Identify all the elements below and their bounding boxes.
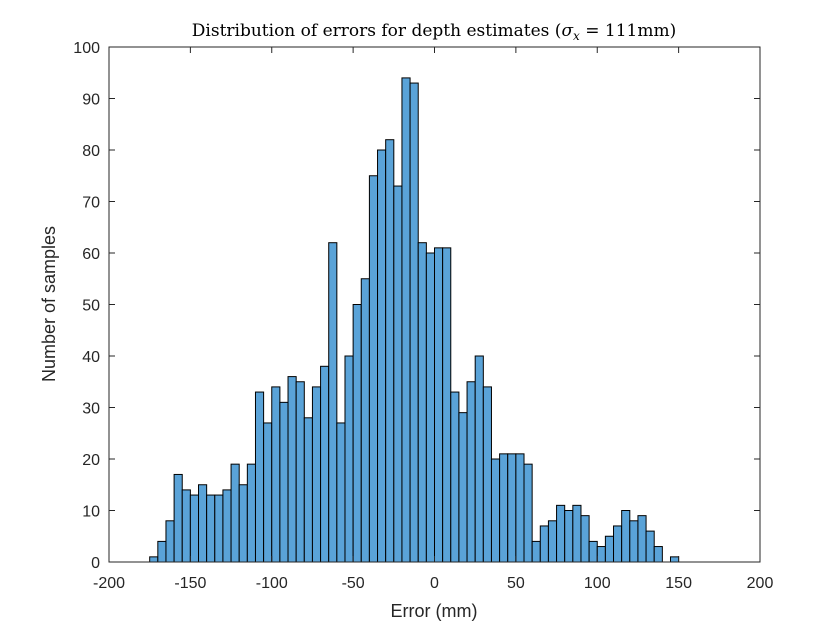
histogram-bar xyxy=(311,386,322,563)
histogram-bar xyxy=(181,489,191,563)
y-tick-label: 0 xyxy=(91,555,100,572)
histogram-bar xyxy=(377,149,387,563)
histogram-bar xyxy=(564,510,574,563)
histogram-bar xyxy=(409,82,419,563)
histogram-bar xyxy=(165,520,175,563)
histogram-bar xyxy=(401,77,411,563)
histogram-bar xyxy=(490,458,501,563)
histogram-bar xyxy=(368,175,379,563)
histogram-bar xyxy=(328,242,338,563)
histogram-bar xyxy=(669,556,680,563)
y-axis: 0 10 20 30 40 50 60 70 80 90 100 xyxy=(73,40,760,572)
histogram-bar xyxy=(596,546,606,563)
histogram-bar xyxy=(303,417,313,563)
histogram-bar xyxy=(246,463,256,563)
histogram-bar xyxy=(198,484,208,563)
histogram-bar xyxy=(238,484,248,563)
chart-title-text: Distribution of errors for depth estimat… xyxy=(192,21,550,41)
y-tick-label: 10 xyxy=(82,504,100,521)
y-tick-label: 80 xyxy=(82,143,100,160)
histogram-bar xyxy=(385,139,395,563)
x-axis-label: Error (mm) xyxy=(391,601,478,621)
histogram-bar xyxy=(214,494,224,563)
histogram-bar xyxy=(613,525,623,563)
histogram-bar xyxy=(645,530,655,563)
histogram-bar xyxy=(531,540,541,563)
histogram-bar xyxy=(434,247,444,563)
histogram-bar xyxy=(157,540,167,563)
histogram-bar xyxy=(482,386,492,563)
y-tick-label: 70 xyxy=(82,195,100,212)
histogram-bar xyxy=(206,494,216,563)
histogram-bar xyxy=(360,278,370,563)
histogram-bar xyxy=(271,386,281,563)
x-tick-label: 0 xyxy=(430,575,439,592)
histogram-bar xyxy=(604,535,615,563)
x-tick-label: -50 xyxy=(342,575,365,592)
chart-title-math-rest: = 111mm) xyxy=(580,21,676,41)
chart-title: Distribution of errors for depth estimat… xyxy=(192,21,676,43)
y-axis-label: Number of samples xyxy=(39,226,59,382)
y-tick-label: 60 xyxy=(82,246,100,263)
x-tick-label: -200 xyxy=(93,575,125,592)
histogram-bar xyxy=(499,453,509,563)
y-tick-label: 20 xyxy=(82,452,100,469)
histogram-bar xyxy=(263,422,273,563)
histogram-bar xyxy=(425,252,435,563)
histogram-bar xyxy=(653,546,663,563)
histogram-bar xyxy=(336,422,346,563)
chart-title-math-open: ( xyxy=(555,21,562,41)
histogram-bar xyxy=(458,412,468,563)
histogram-bar xyxy=(637,515,647,563)
histogram-bar xyxy=(450,391,460,563)
histogram-bar xyxy=(629,520,639,563)
y-tick-label: 30 xyxy=(82,401,100,418)
y-tick-label: 100 xyxy=(73,40,100,57)
histogram-bar xyxy=(556,504,566,563)
x-tick-label: 200 xyxy=(747,575,774,592)
histogram-bar xyxy=(547,520,558,563)
histogram-bar xyxy=(580,515,590,563)
chart-title-sigma: σ xyxy=(561,21,573,41)
histogram-bar xyxy=(442,247,452,563)
x-tick-label: 150 xyxy=(665,575,692,592)
x-tick-label: -150 xyxy=(174,575,206,592)
histogram-bar xyxy=(474,355,484,563)
histogram-bar xyxy=(189,494,200,563)
x-tick-label: 100 xyxy=(584,575,611,592)
histogram-bar xyxy=(320,365,330,563)
x-tick-label: -100 xyxy=(256,575,288,592)
histogram-bar xyxy=(572,504,582,563)
histogram-bar xyxy=(507,453,517,563)
histogram-bar xyxy=(295,381,305,563)
histogram-bar xyxy=(588,540,598,563)
x-axis: -200 -150 -100 -50 0 50 100 150 200 xyxy=(93,47,773,592)
histogram-bar xyxy=(466,381,476,563)
histogram-bar xyxy=(539,525,549,563)
y-tick-label: 40 xyxy=(82,349,100,366)
histogram-bar xyxy=(344,355,354,563)
histogram-bar xyxy=(287,376,297,563)
histogram-bar xyxy=(173,473,183,563)
histogram-bar xyxy=(352,304,362,563)
histogram-bar xyxy=(523,463,533,563)
histogram-bar xyxy=(279,401,289,563)
histogram-bar xyxy=(621,510,631,563)
histogram-bar xyxy=(417,242,427,563)
y-tick-label: 90 xyxy=(82,92,100,109)
chart-title-subscript: x xyxy=(573,29,580,43)
histogram-bar xyxy=(149,556,159,563)
bars-group xyxy=(149,77,680,563)
y-tick-label: 50 xyxy=(82,298,100,315)
x-tick-label: 50 xyxy=(507,575,525,592)
histogram-bar xyxy=(393,185,403,563)
histogram-bar xyxy=(222,489,232,563)
histogram-bar xyxy=(515,453,525,563)
histogram-bar xyxy=(230,463,240,563)
histogram-bar xyxy=(254,391,265,563)
